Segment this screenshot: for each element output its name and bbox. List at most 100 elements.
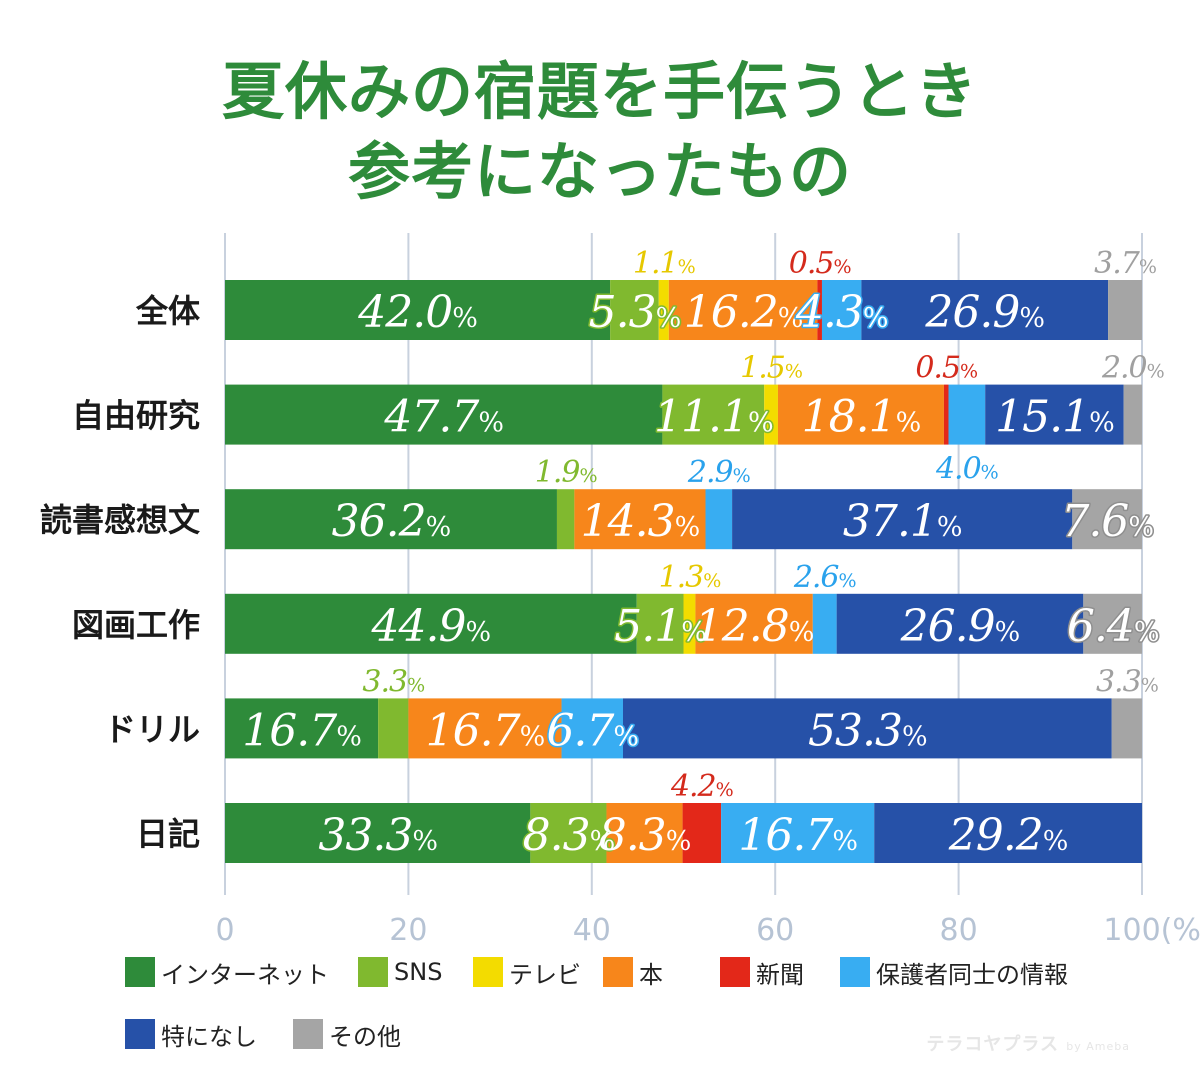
data-label: 14.3%	[581, 496, 700, 547]
bar-segment	[861, 280, 1109, 340]
data-label: 6.4%	[1067, 601, 1159, 652]
bar-segment	[1108, 280, 1142, 340]
data-label: 1.1%	[633, 246, 695, 281]
bar-segment	[874, 803, 1142, 863]
bar-segment	[817, 280, 822, 340]
legend-label: 新聞	[756, 960, 804, 989]
bar-segment	[561, 698, 623, 759]
category-label: 図画工作	[72, 606, 200, 644]
watermark-logo: テラコヤプラス by Ameba	[926, 1030, 1130, 1056]
bar-segment	[1111, 698, 1142, 759]
bar-segment	[225, 489, 557, 550]
legend-item: テレビ	[473, 955, 581, 989]
legend-label: 特になし	[161, 1022, 257, 1051]
legend-item: インターネット	[125, 955, 329, 989]
legend-label: テレビ	[509, 960, 581, 989]
legend-label: 保護者同士の情報	[876, 960, 1068, 989]
category-label: 日記	[136, 815, 200, 853]
bar-segment	[668, 280, 818, 340]
legend-label: 本	[639, 960, 663, 989]
bar-segment	[225, 280, 611, 340]
legend-swatch	[293, 1019, 323, 1049]
bar-segment	[943, 384, 949, 445]
legend-swatch	[125, 957, 155, 987]
legend-label: インターネット	[161, 960, 329, 989]
x-tick-label: 0	[215, 913, 234, 948]
data-label: 8.3%	[523, 810, 615, 861]
legend-item: その他	[293, 1017, 401, 1051]
bar-segment	[732, 489, 1073, 550]
bar-segment	[683, 593, 696, 654]
bar-segment	[721, 803, 875, 863]
bar-segment	[1123, 384, 1142, 445]
bar-segment	[1083, 593, 1142, 654]
legend-item: SNS	[358, 955, 442, 989]
data-label: 47.7%	[383, 392, 503, 443]
bar-segment	[985, 384, 1124, 445]
bar-segment	[764, 384, 778, 445]
bar-segment	[408, 698, 562, 759]
bar-segment	[777, 384, 944, 445]
data-label: 2.0%	[1101, 351, 1164, 386]
data-label: 1.5%	[740, 351, 802, 386]
data-label: 1.3%	[659, 560, 721, 595]
x-tick-label: 20	[389, 913, 427, 948]
data-label: 4.0%	[935, 452, 998, 487]
bar-segment	[948, 384, 986, 445]
legend-label: その他	[329, 1022, 401, 1051]
legend-item: 特になし	[125, 1017, 257, 1051]
legend-swatch	[840, 957, 870, 987]
x-tick-label: 60	[756, 913, 794, 948]
data-label: 0.5%	[915, 351, 977, 386]
x-tick-label: 100(%)	[1103, 913, 1200, 948]
category-label: 全体	[135, 292, 200, 330]
x-tick-label: 40	[573, 913, 611, 948]
data-label: 4.2%	[670, 769, 733, 804]
legend-swatch	[125, 1019, 155, 1049]
category-label: ドリル	[104, 710, 200, 748]
data-label: 6.7%	[546, 705, 638, 756]
bar-segment	[821, 280, 862, 340]
watermark-main: テラコヤプラス	[926, 1034, 1059, 1055]
legend-item: 保護者同士の情報	[840, 955, 1068, 989]
bar-segment	[695, 593, 813, 654]
legend-label: SNS	[394, 958, 443, 986]
bar-segment	[682, 803, 722, 863]
data-label: 3.3%	[362, 664, 424, 699]
bar-segment	[606, 803, 683, 863]
stacked-bar-chart: 020406080100(%)全体自由研究読書感想文図画工作ドリル日記42.0%…	[40, 233, 1200, 948]
data-label: 3.3%	[1096, 664, 1158, 699]
data-label: 1.9%	[535, 455, 597, 490]
legend-swatch	[720, 957, 750, 987]
category-label: 読書感想文	[40, 501, 200, 539]
bar-segment	[225, 593, 637, 654]
data-label: 2.9%	[687, 455, 750, 490]
bar-segment	[622, 698, 1112, 759]
watermark-by: by Ameba	[1066, 1040, 1130, 1053]
chart-title-line-1: 夏休みの宿題を手伝うとき	[221, 55, 978, 128]
bar-segment	[1072, 489, 1142, 550]
bar-segment	[705, 489, 733, 550]
legend-swatch	[358, 957, 388, 987]
bar-segment	[812, 593, 837, 654]
bar-segment	[658, 280, 669, 340]
legend-swatch	[473, 957, 503, 987]
data-label: 2.6%	[793, 560, 856, 595]
bar-segment	[610, 280, 659, 340]
bar-segment	[574, 489, 706, 550]
data-label: 37.1%	[843, 496, 962, 547]
x-tick-label: 80	[940, 913, 978, 948]
legend-item: 新聞	[720, 955, 804, 989]
bar-segment	[225, 384, 663, 445]
data-label: 0.5%	[789, 246, 851, 281]
bar-segment	[836, 593, 1084, 654]
category-label: 自由研究	[72, 397, 200, 435]
legend-item: 本	[603, 955, 663, 989]
bar-segment	[378, 698, 409, 759]
data-label: 26.9%	[924, 287, 1044, 338]
bar-segment	[530, 803, 607, 863]
bar-segment	[225, 803, 531, 863]
bar-segment	[636, 593, 684, 654]
bar-segment	[662, 384, 765, 445]
chart-title: 夏休みの宿題を手伝うとき 参考になったもの	[0, 52, 1200, 212]
